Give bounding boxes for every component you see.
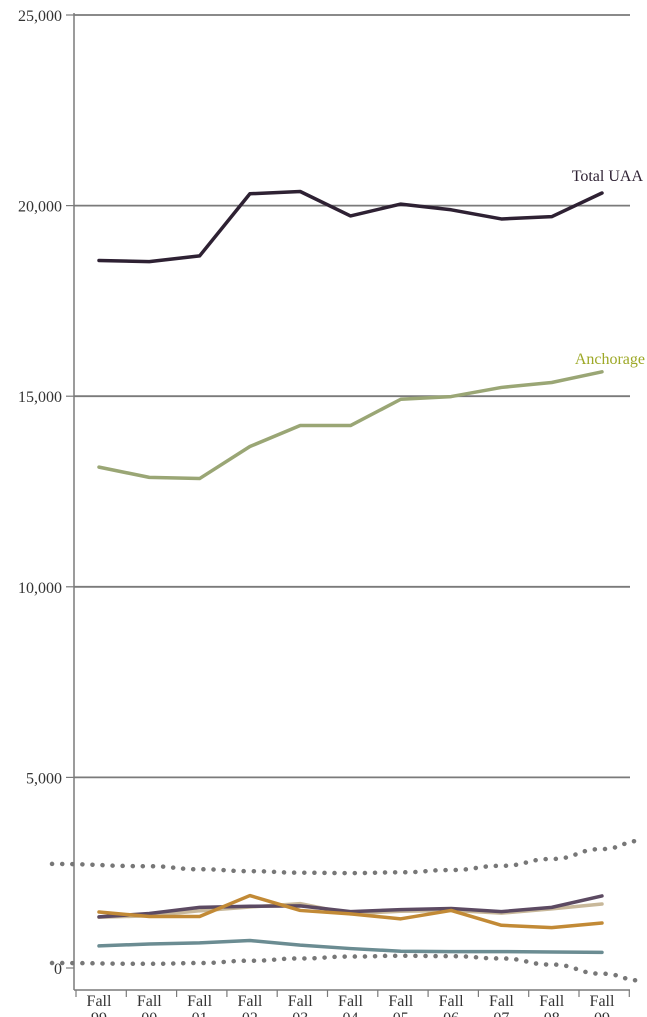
y-tick-label: 10,000 bbox=[18, 580, 62, 597]
x-tick-label: Fall09 bbox=[590, 993, 615, 1017]
series-line-4 bbox=[97, 893, 604, 930]
x-tick-label-line1: Fall bbox=[87, 993, 112, 1010]
x-tick-label: Fall01 bbox=[187, 993, 212, 1017]
y-tick-label: 5,000 bbox=[26, 770, 62, 787]
x-tick-label-line1: Fall bbox=[187, 993, 212, 1010]
x-tick-label-line1: Fall bbox=[388, 993, 413, 1010]
x-tick-label-line1: Fall bbox=[590, 993, 615, 1010]
x-tick-label-line1: Fall bbox=[489, 993, 514, 1010]
x-tick-label: Fall05 bbox=[388, 993, 413, 1017]
x-tick-label-line2: 00 bbox=[141, 1010, 157, 1017]
grid-layer bbox=[74, 14, 630, 779]
dotted-band-1 bbox=[49, 953, 645, 983]
x-tick-label-line1: Fall bbox=[439, 993, 464, 1010]
x-tick-label-line2: 06 bbox=[443, 1010, 459, 1017]
x-tick-label-line2: 07 bbox=[493, 1010, 509, 1017]
y-tick-label: 25,000 bbox=[18, 8, 62, 25]
x-tick-label: Fall99 bbox=[87, 993, 112, 1017]
x-tick-label-line1: Fall bbox=[288, 993, 313, 1010]
y-tick-label: 15,000 bbox=[18, 389, 62, 406]
x-tick-label-line1: Fall bbox=[137, 993, 162, 1010]
x-tick-label-line1: Fall bbox=[237, 993, 262, 1010]
x-tick-label: Fall03 bbox=[288, 993, 313, 1017]
series-line-1 bbox=[97, 370, 604, 481]
x-tick-label-line1: Fall bbox=[539, 993, 564, 1010]
series-label-0: Total UAA bbox=[572, 168, 644, 185]
x-tick-label: Fall08 bbox=[539, 993, 564, 1017]
x-tick-label: Fall00 bbox=[137, 993, 162, 1017]
x-tick-label-line2: 03 bbox=[292, 1010, 308, 1017]
x-tick-label-line2: 01 bbox=[192, 1010, 208, 1017]
x-tick-label: Fall07 bbox=[489, 993, 514, 1017]
dotted-band-layer bbox=[49, 838, 645, 983]
label-layer: Total UAA Anchorage bbox=[572, 168, 645, 368]
axis-layer: 05,00010,00015,00020,00025,000Fall99Fall… bbox=[18, 8, 630, 1017]
series-line-2 bbox=[97, 894, 604, 919]
x-tick-label: Fall06 bbox=[439, 993, 464, 1017]
x-tick-label-line2: 99 bbox=[91, 1010, 107, 1017]
series-line-5 bbox=[97, 938, 604, 955]
x-tick-label: Fall02 bbox=[237, 993, 262, 1017]
x-tick-label-line2: 05 bbox=[393, 1010, 409, 1017]
x-tick-label-line2: 04 bbox=[343, 1010, 359, 1017]
series-label-1: Anchorage bbox=[575, 351, 645, 368]
series-line-0 bbox=[97, 189, 604, 264]
x-tick-label-line1: Fall bbox=[338, 993, 363, 1010]
x-tick-label-line2: 08 bbox=[544, 1010, 560, 1017]
y-tick-label: 0 bbox=[54, 961, 62, 978]
dotted-band-0 bbox=[49, 838, 645, 876]
y-tick-label: 20,000 bbox=[18, 199, 62, 216]
series-layer bbox=[97, 189, 604, 955]
x-tick-label-line2: 02 bbox=[242, 1010, 258, 1017]
x-tick-label: Fall04 bbox=[338, 993, 363, 1017]
x-tick-label-line2: 09 bbox=[594, 1010, 610, 1017]
